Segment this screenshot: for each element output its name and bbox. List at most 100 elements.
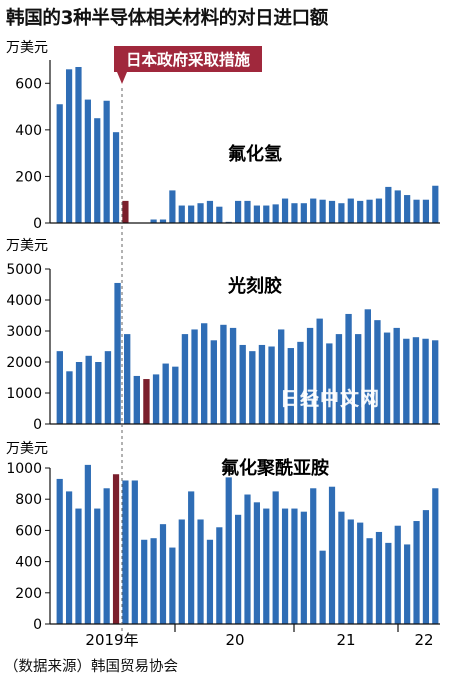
bar bbox=[281, 198, 289, 223]
bar bbox=[374, 320, 381, 424]
bar bbox=[291, 508, 298, 624]
bar bbox=[191, 329, 198, 424]
chart-title: 韩国的3种半导体相关材料的对日进口额 bbox=[6, 8, 328, 29]
source-note: （数据来源）韩国贸易协会 bbox=[4, 659, 178, 675]
bar bbox=[124, 334, 131, 424]
bar bbox=[229, 327, 237, 424]
bar bbox=[216, 206, 223, 223]
y-tick-label: 0 bbox=[33, 617, 42, 633]
bar bbox=[375, 198, 383, 223]
bars-2 bbox=[56, 282, 439, 424]
bar bbox=[328, 200, 336, 223]
y-tick-label: 600 bbox=[15, 523, 42, 539]
bar bbox=[197, 519, 204, 624]
bar bbox=[84, 99, 91, 223]
bar bbox=[169, 547, 176, 624]
bars-1 bbox=[56, 66, 439, 224]
bar bbox=[357, 200, 364, 223]
bar bbox=[103, 100, 110, 223]
bar bbox=[253, 205, 260, 223]
bar bbox=[188, 491, 195, 624]
bar-highlight bbox=[112, 474, 120, 624]
bar bbox=[133, 375, 140, 424]
bar bbox=[235, 200, 242, 223]
y-tick-label: 5000 bbox=[6, 262, 42, 278]
bar bbox=[169, 190, 176, 223]
y-tick-label: 4000 bbox=[6, 293, 42, 309]
bar bbox=[357, 522, 364, 624]
bar-highlight bbox=[122, 200, 129, 223]
bar bbox=[103, 488, 110, 624]
y-tick-label: 1000 bbox=[6, 461, 42, 477]
bar bbox=[394, 190, 401, 223]
bar bbox=[375, 531, 383, 624]
bar bbox=[172, 366, 179, 424]
bar bbox=[244, 494, 251, 624]
bar bbox=[216, 527, 223, 624]
bar bbox=[432, 488, 439, 624]
y-axis-unit-3: 万美元 bbox=[6, 441, 48, 457]
y-tick-label: 0 bbox=[33, 216, 42, 232]
y-tick-label: 800 bbox=[15, 492, 42, 508]
bar bbox=[316, 318, 323, 424]
bar bbox=[300, 203, 307, 223]
bar bbox=[65, 491, 73, 624]
bar bbox=[75, 508, 82, 624]
bar bbox=[394, 525, 401, 624]
bar bbox=[300, 511, 307, 624]
bar bbox=[104, 351, 112, 424]
bar bbox=[328, 486, 336, 624]
bar bbox=[66, 371, 73, 424]
bar bbox=[210, 340, 217, 424]
bar bbox=[306, 327, 314, 424]
series-label-1: 氟化氢 bbox=[228, 143, 282, 165]
y-axis-unit-2: 万美元 bbox=[6, 238, 48, 254]
y-tick-label: 600 bbox=[15, 76, 42, 92]
bar bbox=[178, 205, 185, 223]
bar bbox=[291, 203, 298, 223]
bar bbox=[263, 205, 270, 223]
bar bbox=[162, 363, 169, 424]
panel-fluorinated-polyimide: 万美元 0 200 400 600 800 1000 氟化聚酰亚胺 bbox=[6, 441, 440, 633]
bar bbox=[385, 186, 392, 223]
bar bbox=[150, 219, 157, 223]
bar bbox=[432, 185, 439, 223]
bar bbox=[404, 195, 411, 223]
bar bbox=[347, 198, 354, 223]
bar bbox=[159, 219, 167, 223]
bar bbox=[75, 66, 82, 224]
y-tick-label: 200 bbox=[15, 169, 42, 185]
bar bbox=[141, 539, 148, 624]
bar bbox=[220, 324, 227, 424]
bar bbox=[150, 538, 157, 624]
bars-3 bbox=[56, 464, 439, 624]
bar bbox=[319, 199, 326, 223]
bar bbox=[239, 344, 246, 424]
y-tick-label: 3000 bbox=[6, 324, 42, 340]
series-label-2: 光刻胶 bbox=[227, 275, 282, 297]
y-axis-ticks-3: 0 200 400 600 800 1000 bbox=[6, 461, 50, 633]
x-label-2022: 22 bbox=[414, 631, 433, 649]
bar bbox=[206, 200, 214, 223]
bar bbox=[249, 351, 256, 424]
annotation-pointer bbox=[117, 72, 127, 84]
bar bbox=[188, 205, 195, 223]
bar bbox=[95, 362, 102, 424]
bar bbox=[131, 480, 138, 624]
bar bbox=[244, 200, 251, 223]
bar bbox=[178, 519, 185, 624]
x-axis: 2019年 20 21 22 bbox=[85, 624, 434, 649]
bar bbox=[268, 346, 275, 424]
bar bbox=[181, 334, 189, 424]
bar bbox=[413, 521, 420, 624]
bar-highlight bbox=[143, 379, 150, 424]
bar bbox=[85, 355, 92, 424]
bar bbox=[206, 539, 214, 624]
bar bbox=[197, 203, 204, 223]
watermark-text: 日经中文网 bbox=[280, 387, 380, 410]
x-label-2019: 2019年 bbox=[85, 631, 138, 649]
annotation-text: 日本政府采取措施 bbox=[126, 50, 251, 69]
bar bbox=[422, 338, 429, 424]
bar bbox=[122, 480, 129, 624]
bar bbox=[422, 510, 430, 624]
